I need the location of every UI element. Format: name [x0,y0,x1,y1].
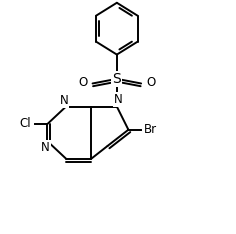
Text: Cl: Cl [20,117,31,130]
Text: Br: Br [144,123,157,136]
Text: O: O [146,76,156,89]
Text: N: N [41,141,50,154]
Text: N: N [114,93,122,106]
Text: S: S [113,72,121,86]
Text: O: O [78,76,88,89]
Text: N: N [60,94,68,107]
